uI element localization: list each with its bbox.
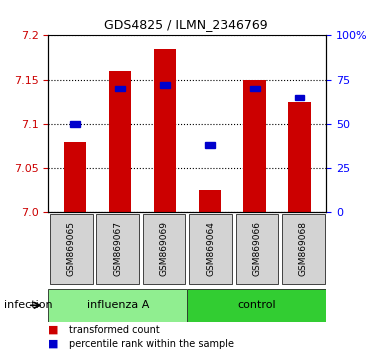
Text: GSM869066: GSM869066 <box>252 221 262 276</box>
Bar <box>70 121 80 127</box>
Text: transformed count: transformed count <box>69 325 160 335</box>
Text: GSM869067: GSM869067 <box>113 221 122 276</box>
Bar <box>160 82 170 88</box>
Text: GSM869068: GSM869068 <box>299 221 308 276</box>
Text: ■: ■ <box>48 339 59 349</box>
Text: GSM869069: GSM869069 <box>160 221 169 276</box>
Bar <box>243 80 266 212</box>
Bar <box>109 71 131 212</box>
Text: percentile rank within the sample: percentile rank within the sample <box>69 339 234 349</box>
Bar <box>250 86 260 91</box>
Text: ■: ■ <box>48 325 59 335</box>
Text: influenza A: influenza A <box>86 300 149 310</box>
Text: GDS4825 / ILMN_2346769: GDS4825 / ILMN_2346769 <box>104 18 267 31</box>
Bar <box>295 95 305 100</box>
Bar <box>115 86 125 91</box>
Text: infection: infection <box>4 300 52 310</box>
Bar <box>205 142 215 148</box>
Bar <box>198 190 221 212</box>
Text: control: control <box>237 300 276 310</box>
Text: GSM869064: GSM869064 <box>206 221 215 276</box>
Bar <box>288 102 311 212</box>
Bar <box>154 49 176 212</box>
Text: GSM869065: GSM869065 <box>67 221 76 276</box>
Bar <box>64 142 86 212</box>
